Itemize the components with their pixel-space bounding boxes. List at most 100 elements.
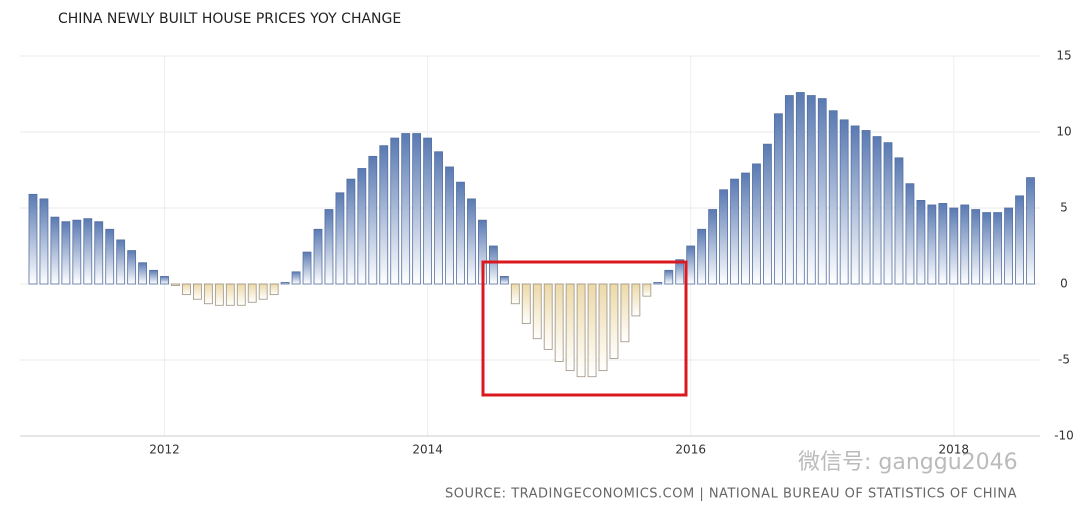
bar [554, 283, 564, 362]
watermark: 微信号: ganggu2046 [798, 450, 1018, 475]
bar [653, 282, 663, 285]
bar [828, 110, 838, 285]
bar [938, 203, 948, 285]
bar [50, 216, 60, 285]
bar [291, 271, 301, 285]
x-tick-label: 2018 [939, 443, 970, 457]
bar [149, 269, 158, 285]
bar [872, 136, 882, 285]
bar [1015, 195, 1024, 285]
bar [445, 166, 454, 285]
bar [773, 113, 783, 285]
bar [390, 137, 400, 285]
bar [741, 172, 750, 285]
chart-title: CHINA NEWLY BUILT HOUSE PRICES YOY CHANG… [58, 11, 401, 27]
bar [784, 95, 794, 285]
bar [182, 283, 191, 296]
bar [565, 283, 575, 372]
bar [905, 183, 915, 285]
y-tick-label: -10 [1054, 429, 1074, 443]
y-tick-label: 15 [1056, 49, 1071, 63]
bar [708, 209, 718, 285]
highlight-box [481, 260, 688, 397]
bar [488, 245, 498, 285]
bar [302, 251, 312, 285]
source: SOURCE: TRADINGECONOMICS.COM | NATIONAL … [445, 487, 1017, 502]
bar [335, 192, 345, 285]
bar [39, 198, 49, 285]
bar [72, 219, 82, 285]
bar [357, 168, 367, 285]
bar [730, 178, 739, 285]
y-tick-label: -5 [1058, 353, 1070, 367]
bar [861, 130, 871, 285]
y-tick-label: 10 [1056, 125, 1071, 139]
bar [434, 151, 443, 285]
bar [401, 133, 411, 285]
bar [982, 212, 992, 285]
bar [258, 283, 268, 300]
bar [423, 137, 433, 285]
bar [839, 119, 849, 285]
bar [510, 283, 520, 305]
bar [160, 275, 169, 285]
bar [105, 228, 115, 285]
bar [916, 199, 926, 285]
bar [203, 283, 213, 305]
x-tick-label: 2016 [675, 443, 706, 457]
bar [620, 283, 630, 343]
bar [532, 283, 542, 340]
bar [324, 209, 334, 285]
bar [521, 283, 531, 324]
y-tick-label: 5 [1060, 201, 1068, 215]
bar [993, 212, 1003, 285]
bar [642, 283, 652, 297]
bar [467, 198, 476, 285]
bar [697, 228, 707, 285]
bar [609, 283, 619, 359]
bar [587, 283, 597, 378]
bar [61, 221, 71, 285]
x-tick-label: 2012 [149, 443, 180, 457]
bar [543, 283, 553, 350]
bar [280, 282, 290, 285]
bar [883, 142, 893, 285]
y-tick-label: 0 [1060, 277, 1068, 291]
bar [817, 98, 827, 285]
bar [499, 275, 509, 285]
bar [719, 189, 728, 285]
bar [269, 283, 279, 296]
bar [806, 95, 816, 285]
bar [28, 193, 38, 285]
bar [247, 283, 257, 303]
bar [598, 283, 608, 372]
bar [193, 283, 202, 300]
bar [225, 283, 235, 306]
bar [894, 157, 904, 285]
bar [1004, 207, 1013, 285]
bar [752, 163, 761, 285]
bar [675, 259, 685, 285]
x-tick-label: 2014 [412, 443, 443, 457]
bar [83, 218, 93, 285]
bar [971, 209, 981, 285]
bar [686, 245, 696, 285]
bar [960, 204, 970, 285]
bar [850, 125, 860, 285]
bar [171, 283, 180, 286]
bar [795, 92, 805, 285]
bar [927, 204, 937, 285]
bar [313, 228, 323, 285]
bar [412, 133, 422, 285]
bar [236, 283, 246, 306]
bar [456, 181, 465, 285]
bar [346, 178, 356, 285]
bar [127, 250, 137, 285]
bar [116, 239, 126, 285]
bar [368, 155, 378, 285]
bar [949, 207, 959, 285]
bar [94, 221, 104, 285]
bar [379, 145, 389, 285]
bar [1026, 177, 1035, 285]
